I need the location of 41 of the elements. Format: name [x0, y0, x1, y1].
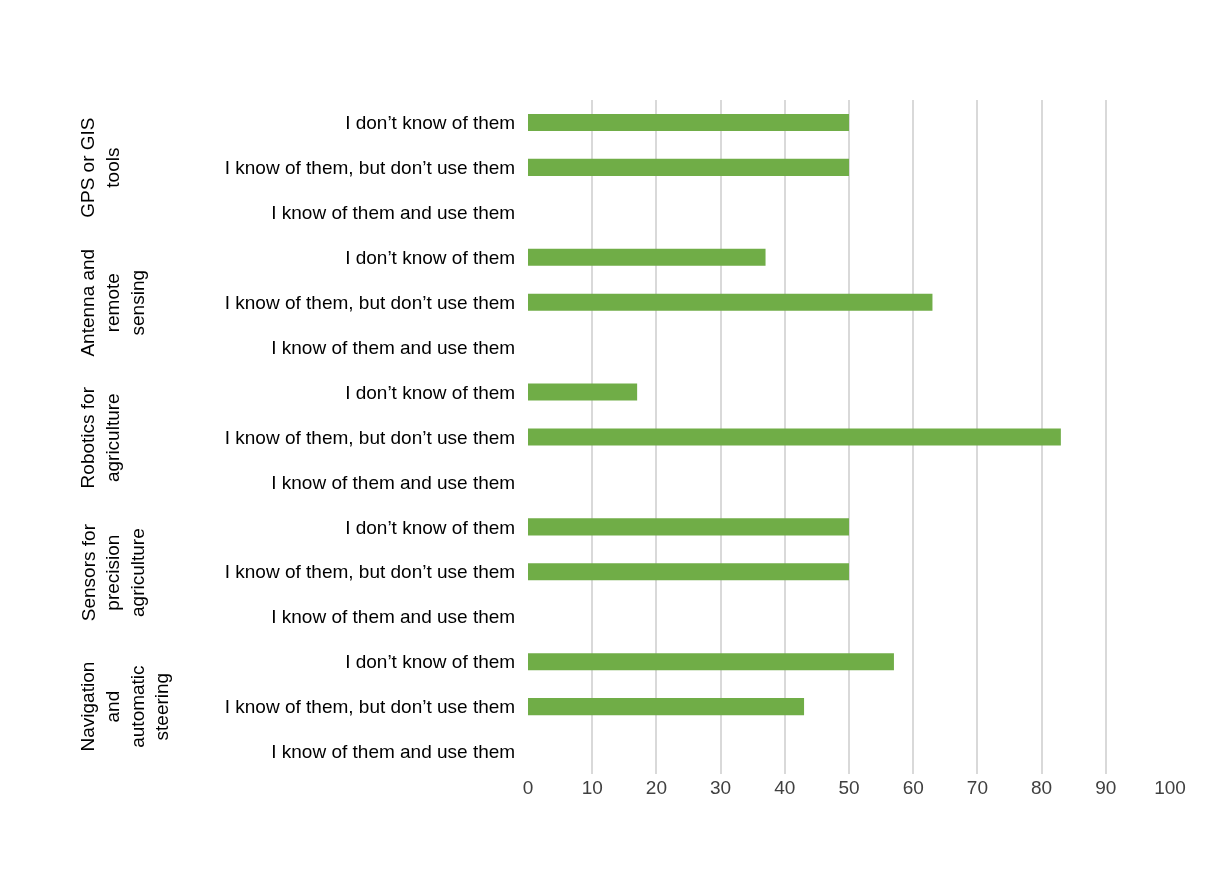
x-tick-label: 60	[902, 777, 924, 798]
y-tick-label: I don’t know of them	[345, 651, 516, 673]
bar	[528, 158, 849, 176]
y-tick-label: I don’t know of them	[345, 516, 516, 538]
x-tick-label: 30	[710, 777, 732, 798]
bar	[528, 653, 894, 671]
y-tick-label: I know of them and use them	[271, 741, 516, 763]
text: Antenna and remote sensing	[77, 248, 148, 357]
bar	[528, 293, 933, 311]
bar	[528, 248, 766, 266]
x-tick-label: 50	[838, 777, 860, 798]
x-tick-label: 0	[522, 777, 534, 798]
y-tick-label: I know of them and use them	[271, 201, 516, 223]
x-tick-label: 80	[1031, 777, 1053, 798]
y-tick-label: I know of them, but don’t use them	[224, 561, 516, 583]
y-tick-label: I know of them, but don’t use them	[224, 426, 516, 448]
text: Navigation and automatic steering	[77, 661, 173, 752]
y-tick-label: I know of them, but don’t use them	[224, 157, 516, 179]
bar	[528, 113, 849, 131]
bar	[528, 428, 1061, 446]
y-tick-label: I know of them and use them	[271, 336, 516, 358]
text: Robotics for agriculture	[77, 386, 124, 489]
bar	[528, 698, 805, 716]
x-tick-label: 100	[1154, 777, 1186, 798]
bar	[528, 383, 638, 401]
text: GPS or GIS tools	[76, 117, 123, 218]
x-tick-label: 40	[774, 777, 796, 798]
y-tick-label: I don’t know of them	[345, 381, 516, 403]
y-tick-label: I know of them, but don’t use them	[224, 291, 516, 313]
x-tick-label: 90	[1095, 777, 1117, 798]
y-tick-label: I know of them and use them	[271, 606, 516, 628]
x-tick-label: 10	[581, 777, 603, 798]
text: Sensors for precision agriculture	[77, 523, 148, 622]
bar	[528, 518, 849, 536]
y-tick-label: I don’t know of them	[345, 112, 516, 134]
x-tick-label: 20	[645, 777, 667, 798]
bar	[528, 563, 849, 581]
y-tick-label: I don’t know of them	[345, 246, 516, 268]
y-tick-label: I know of them and use them	[271, 471, 516, 493]
y-tick-label: I know of them, but don’t use them	[224, 696, 516, 718]
x-tick-label: 70	[966, 777, 988, 798]
